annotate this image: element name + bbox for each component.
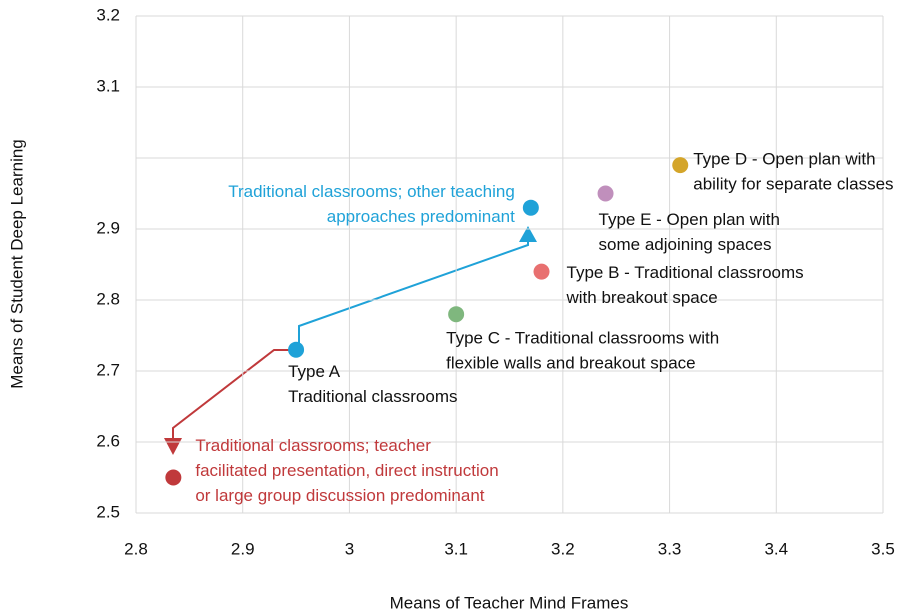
point [672, 157, 689, 174]
x-tick-label: 3 [345, 539, 354, 558]
point-label: Traditional classrooms [288, 387, 457, 406]
y-axis-title: Means of Student Deep Learning [7, 139, 26, 389]
arrow-head [519, 226, 537, 242]
y-tick-label: 2.6 [96, 431, 120, 450]
y-tick-label: 2.8 [96, 289, 120, 308]
point-label: Traditional classrooms; other teaching [228, 182, 515, 201]
x-tick-label: 2.9 [231, 539, 255, 558]
point [597, 185, 614, 202]
point [533, 263, 550, 280]
point-label: with breakout space [566, 288, 718, 307]
point [288, 341, 305, 358]
point-label: Type C - Traditional classrooms with [446, 329, 719, 348]
y-tick-label: 3.1 [96, 76, 120, 95]
x-tick-label: 3.5 [871, 539, 895, 558]
arrow-head [164, 438, 182, 455]
point-label: approaches predominant [327, 207, 515, 226]
point-label: facilitated presentation, direct instruc… [195, 461, 498, 480]
point [522, 199, 539, 216]
point-label: flexible walls and breakout space [446, 354, 695, 373]
point-label: Type A [288, 362, 341, 381]
arrow [172, 349, 293, 438]
point-label: Type E - Open plan with [599, 210, 780, 229]
y-tick-label: 3.2 [96, 5, 120, 24]
point-label: some adjoining spaces [599, 235, 772, 254]
x-tick-label: 3.3 [658, 539, 682, 558]
point-label: Type D - Open plan with [693, 150, 875, 169]
y-tick-label: 2.5 [96, 502, 120, 521]
x-axis-title: Means of Teacher Mind Frames [390, 593, 629, 612]
point [165, 469, 182, 486]
y-tick-label: 2.9 [96, 218, 120, 237]
y-tick-label: 2.7 [96, 360, 120, 379]
point [448, 306, 465, 323]
point-label: ability for separate classes [693, 175, 893, 194]
x-tick-label: 2.8 [124, 539, 148, 558]
point-label: or large group discussion predominant [195, 486, 484, 505]
x-tick-label: 3.2 [551, 539, 575, 558]
point-label: Traditional classrooms; teacher [195, 436, 431, 455]
x-tick-label: 3.1 [444, 539, 468, 558]
point-label: Type B - Traditional classrooms [567, 263, 804, 282]
x-tick-label: 3.4 [764, 539, 788, 558]
